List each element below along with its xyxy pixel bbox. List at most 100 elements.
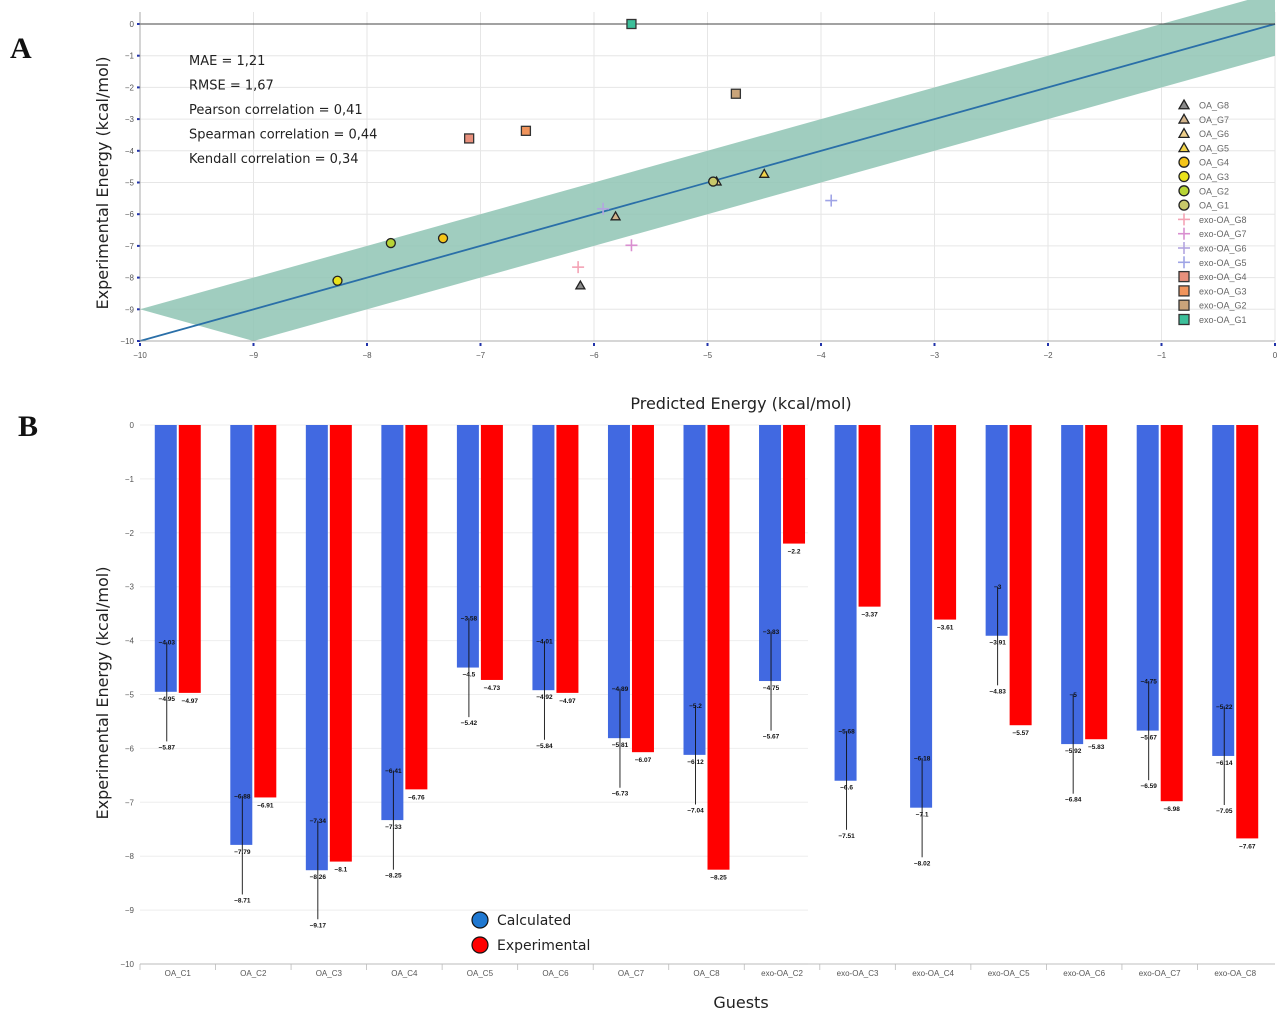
bar-experimental — [1236, 425, 1259, 839]
bar-calculated-label: −7.79 — [234, 849, 251, 856]
bar-y-tick-label: −9 — [125, 906, 135, 915]
bar-y-tick-label: −3 — [125, 583, 135, 592]
bar-upper-label: −3 — [994, 584, 1002, 591]
legend-label-OA_G3: OA_G3 — [1199, 172, 1229, 182]
scatter-chart: −10 −9 −8 −7 −6 −5 −4 −3 −2 −1 00−1−2−3−4−5−6−7−8−… — [120, 0, 1278, 360]
bar-upper-label: −5.22 — [1216, 704, 1233, 711]
scatter-x-tick-mark — [1274, 343, 1276, 346]
scatter-y-tick-label: −1 — [125, 52, 135, 61]
bar-category-label: OA_C8 — [693, 969, 720, 978]
legend-marker-exo-OA_G5 — [1178, 256, 1190, 269]
bar-calculated — [910, 425, 933, 808]
legend-label-exo-OA_G4: exo-OA_G4 — [1199, 272, 1247, 282]
legend-marker-OA_G1 — [1178, 199, 1190, 211]
bar-calculated — [381, 425, 404, 821]
scatter-y-tick-mark — [137, 244, 140, 247]
legend-label-OA_G8: OA_G8 — [1199, 101, 1229, 111]
scatter-x-tick-mark — [252, 343, 255, 346]
bar-lower-label: −5.87 — [159, 744, 176, 751]
bar-experimental — [1085, 425, 1108, 740]
scatter-y-tick-mark — [137, 23, 140, 25]
scatter-stat-text: Pearson correlation = 0,41 — [189, 103, 363, 118]
bar-experimental-label: −3.37 — [861, 612, 878, 619]
scatter-x-tick-mark — [366, 343, 368, 346]
legend-marker-OA_G3 — [1178, 170, 1190, 183]
scatter-x-tick-label: −10 — [133, 351, 147, 360]
bar-category-label: OA_C3 — [316, 969, 343, 978]
scatter-point-OA_G5 — [758, 168, 770, 178]
bar-calculated-label: −7.33 — [385, 824, 402, 831]
bar-lower-label: −7.05 — [1216, 808, 1233, 815]
legend-label-OA_G1: OA_G1 — [1199, 201, 1229, 211]
scatter-point-OA_G2 — [385, 237, 396, 249]
scatter-point-exo-OA_G2 — [730, 88, 742, 99]
bar-experimental — [1009, 425, 1032, 726]
scatter-point-exo-OA_G8 — [572, 261, 585, 274]
bar-upper-label: −5.2 — [689, 703, 702, 710]
bar-experimental-label: −6.76 — [408, 794, 425, 801]
bar-upper-label: −6.88 — [234, 793, 251, 800]
legend-label-exo-OA_G6: exo-OA_G6 — [1199, 244, 1247, 254]
bar-category-label: exo-OA_C5 — [988, 969, 1030, 978]
scatter-x-tick-label: −3 — [930, 351, 940, 360]
bar-legend-label-experimental: Experimental — [497, 938, 590, 954]
scatter-x-tick-label: −1 — [1157, 351, 1167, 360]
bar-experimental — [1160, 425, 1183, 802]
bar-lower-label: −9.17 — [310, 922, 327, 929]
scatter-x-tick-label: −4 — [816, 351, 826, 360]
bar-experimental-label: −4.73 — [484, 685, 501, 692]
bar-category-label: OA_C2 — [240, 969, 267, 978]
bar-experimental-label: −5.57 — [1012, 730, 1029, 737]
scatter-point-exo-OA_G5 — [825, 194, 838, 207]
legend-label-OA_G2: OA_G2 — [1199, 186, 1229, 196]
bar-experimental — [480, 425, 503, 680]
scatter-y-tick-label: −5 — [125, 179, 135, 188]
scatter-x-tick-label: −9 — [249, 351, 259, 360]
bar-chart: 0 −1 −2 −3 −4 −5 −6 −7 −8 −9 −10 OA_C1 −4.03 −4.95 −5.… — [120, 421, 1275, 978]
bar-upper-label: −6.18 — [914, 756, 931, 763]
bar-y-tick-label: −1 — [125, 475, 135, 484]
bar-lower-label: −5.84 — [536, 743, 553, 750]
bar-calculated — [154, 425, 177, 692]
bar-experimental — [858, 425, 881, 607]
scatter-y-tick-label: 0 — [130, 20, 135, 29]
scatter-point-exo-OA_G4 — [463, 133, 475, 144]
bar-calculated-label: −6.6 — [840, 785, 853, 792]
scatter-y-tick-label: −2 — [125, 83, 135, 92]
bar-upper-label: −5.68 — [838, 729, 855, 736]
scatter-x-tick-label: −2 — [1043, 351, 1053, 360]
scatter-point-exo-OA_G6 — [597, 202, 610, 215]
bar-calculated — [305, 425, 328, 871]
scatter-x-tick-mark — [1047, 343, 1049, 346]
legend-label-exo-OA_G8: exo-OA_G8 — [1199, 215, 1247, 225]
scatter-y-tick-label: −10 — [120, 337, 134, 346]
bar-y-tick-label: −2 — [125, 529, 135, 538]
legend-marker-exo-OA_G3 — [1178, 285, 1190, 297]
bar-calculated-label: −7.1 — [916, 812, 929, 819]
bar-category-label: OA_C7 — [618, 969, 645, 978]
bar-calculated-label: −4.95 — [159, 696, 176, 703]
legend-label-exo-OA_G7: exo-OA_G7 — [1199, 229, 1247, 239]
scatter-x-tick-mark — [479, 343, 482, 346]
bar-upper-label: −4.03 — [159, 640, 176, 647]
bar-experimental — [254, 425, 277, 798]
scatter-y-tick-mark — [137, 86, 140, 89]
bar-legend-marker-experimental — [471, 936, 489, 954]
legend-label-OA_G6: OA_G6 — [1199, 129, 1229, 139]
bar-x-axis-title: Guests — [713, 993, 768, 1011]
scatter-x-tick-mark — [1160, 343, 1163, 346]
bar-experimental-label: −6.91 — [257, 802, 274, 809]
bar-experimental-label: −6.07 — [635, 757, 652, 764]
scatter-y-tick-mark — [137, 54, 140, 57]
bar-category-label: OA_C1 — [165, 969, 192, 978]
bar-calculated — [532, 425, 555, 691]
legend-marker-exo-OA_G7 — [1178, 227, 1190, 240]
bar-experimental-label: −5.83 — [1088, 744, 1105, 751]
scatter-stat-text: Kendall correlation = 0,34 — [189, 152, 359, 167]
bar-legend-marker-calculated — [471, 911, 489, 929]
bar-calculated — [683, 425, 706, 755]
bar-experimental-label: −4.97 — [182, 698, 199, 705]
bar-lower-label: −6.59 — [1140, 783, 1157, 790]
bar-experimental — [556, 425, 579, 693]
scatter-point-exo-OA_G1 — [626, 18, 637, 30]
